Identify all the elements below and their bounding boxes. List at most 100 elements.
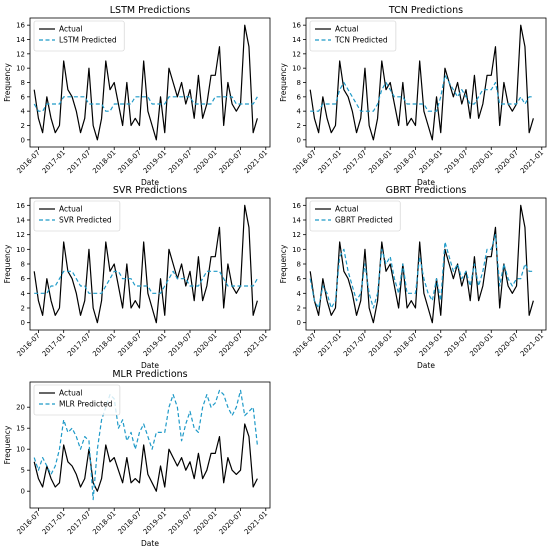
chart-title: SVR Predictions — [113, 185, 187, 196]
legend-box — [309, 20, 397, 52]
x-tick-label: 2021-01 — [243, 332, 269, 358]
x-tick-label: 2017-01 — [317, 332, 343, 358]
y-tick-label: 10 — [16, 246, 25, 254]
y-tick-label: 8 — [297, 261, 301, 269]
x-tick-label: 2019-01 — [142, 510, 168, 536]
y-tick-label: 0 — [21, 319, 25, 327]
y-tick-label: 20 — [16, 404, 25, 412]
x-tick-label: 2019-07 — [443, 332, 469, 358]
legend-box — [33, 384, 121, 416]
y-tick-label: 10 — [16, 446, 25, 454]
legend-label: Actual — [335, 205, 359, 214]
y-tick-label: 16 — [16, 202, 25, 210]
x-axis-label: Date — [141, 178, 159, 187]
y-tick-label: 16 — [292, 202, 301, 210]
y-tick-label: 6 — [21, 93, 26, 101]
chart-panel: 02468101214162016-072017-012017-072018-0… — [3, 5, 271, 187]
y-tick-label: 2 — [21, 305, 25, 313]
x-tick-label: 2016-07 — [15, 510, 41, 536]
legend-box — [309, 200, 401, 232]
x-tick-label: 2020-07 — [494, 332, 520, 358]
x-axis-label: Date — [417, 361, 435, 370]
y-tick-label: 4 — [297, 290, 302, 298]
x-tick-label: 2020-07 — [218, 332, 244, 358]
x-tick-label: 2016-07 — [15, 332, 41, 358]
legend-label: Actual — [59, 205, 83, 214]
y-tick-label: 14 — [16, 36, 25, 44]
x-tick-label: 2019-01 — [142, 332, 168, 358]
y-tick-label: 12 — [16, 231, 25, 239]
x-tick-label: 2017-07 — [66, 510, 92, 536]
y-tick-label: 10 — [16, 65, 25, 73]
x-tick-label: 2020-01 — [468, 149, 494, 175]
x-tick-label: 2017-01 — [41, 510, 67, 536]
y-tick-label: 15 — [16, 425, 25, 433]
x-tick-label: 2018-07 — [117, 149, 143, 175]
chart-panel: 02468101214162016-072017-012017-072018-0… — [3, 185, 271, 370]
x-axis-label: Date — [141, 361, 159, 370]
y-tick-label: 6 — [297, 275, 302, 283]
x-axis-label: Date — [417, 178, 435, 187]
x-tick-label: 2018-01 — [91, 149, 117, 175]
legend-label: MLR Predicted — [59, 400, 113, 409]
legend: Actual SVR Predicted — [33, 200, 121, 232]
x-tick-label: 2021-01 — [519, 149, 545, 175]
y-tick-label: 12 — [292, 231, 301, 239]
y-tick-label: 8 — [297, 79, 301, 87]
x-tick-label: 2019-01 — [418, 149, 444, 175]
x-tick-label: 2019-07 — [443, 149, 469, 175]
x-tick-label: 2018-07 — [393, 332, 419, 358]
legend-label: Actual — [335, 25, 359, 34]
y-tick-label: 4 — [21, 108, 26, 116]
x-tick-label: 2021-01 — [243, 149, 269, 175]
y-tick-label: 6 — [297, 93, 302, 101]
y-tick-label: 0 — [21, 136, 25, 144]
x-tick-label: 2018-01 — [367, 149, 393, 175]
y-axis-label: Frequency — [3, 425, 12, 464]
y-tick-label: 14 — [292, 36, 301, 44]
x-tick-label: 2017-07 — [342, 149, 368, 175]
x-tick-label: 2021-01 — [519, 332, 545, 358]
x-tick-label: 2017-01 — [317, 149, 343, 175]
y-tick-label: 16 — [292, 22, 301, 30]
x-tick-label: 2017-01 — [41, 149, 67, 175]
y-tick-label: 12 — [292, 50, 301, 58]
x-tick-label: 2017-01 — [41, 332, 67, 358]
x-tick-label: 2018-07 — [393, 149, 419, 175]
chart-panel: 02468101214162016-072017-012017-072018-0… — [279, 5, 547, 187]
y-tick-label: 10 — [292, 65, 301, 73]
series-line — [33, 24, 258, 141]
x-tick-label: 2016-07 — [291, 332, 317, 358]
chart-title: TCN Predictions — [388, 5, 463, 16]
x-tick-label: 2016-07 — [291, 149, 317, 175]
legend: Actual LSTM Predicted — [33, 20, 125, 52]
x-tick-label: 2016-07 — [15, 149, 41, 175]
y-tick-label: 0 — [21, 488, 25, 496]
y-tick-label: 14 — [16, 217, 25, 225]
x-tick-label: 2018-01 — [367, 332, 393, 358]
y-tick-label: 2 — [21, 122, 25, 130]
series-line — [310, 74, 534, 112]
chart-title: LSTM Predictions — [110, 5, 191, 16]
y-tick-label: 4 — [297, 108, 302, 116]
x-tick-label: 2020-07 — [494, 149, 520, 175]
chart-panel: 0 5 10 15 20 2016-072017-012017-072018-012018… — [3, 369, 271, 548]
x-tick-label: 2019-01 — [142, 149, 168, 175]
plot-frame — [29, 381, 271, 509]
series-line — [33, 423, 258, 492]
x-tick-label: 2020-07 — [218, 149, 244, 175]
legend-box — [33, 200, 121, 232]
y-tick-label: 14 — [292, 217, 301, 225]
y-tick-label: 5 — [21, 467, 25, 475]
y-tick-label: 2 — [297, 305, 301, 313]
x-tick-label: 2018-07 — [117, 332, 143, 358]
y-tick-label: 8 — [21, 79, 25, 87]
legend-label: GBRT Predicted — [335, 216, 393, 225]
y-tick-label: 4 — [21, 290, 26, 298]
x-tick-label: 2020-01 — [192, 149, 218, 175]
y-tick-label: 0 — [297, 319, 301, 327]
series-line — [309, 234, 534, 309]
x-tick-label: 2020-07 — [218, 510, 244, 536]
legend-label: SVR Predicted — [59, 216, 112, 225]
